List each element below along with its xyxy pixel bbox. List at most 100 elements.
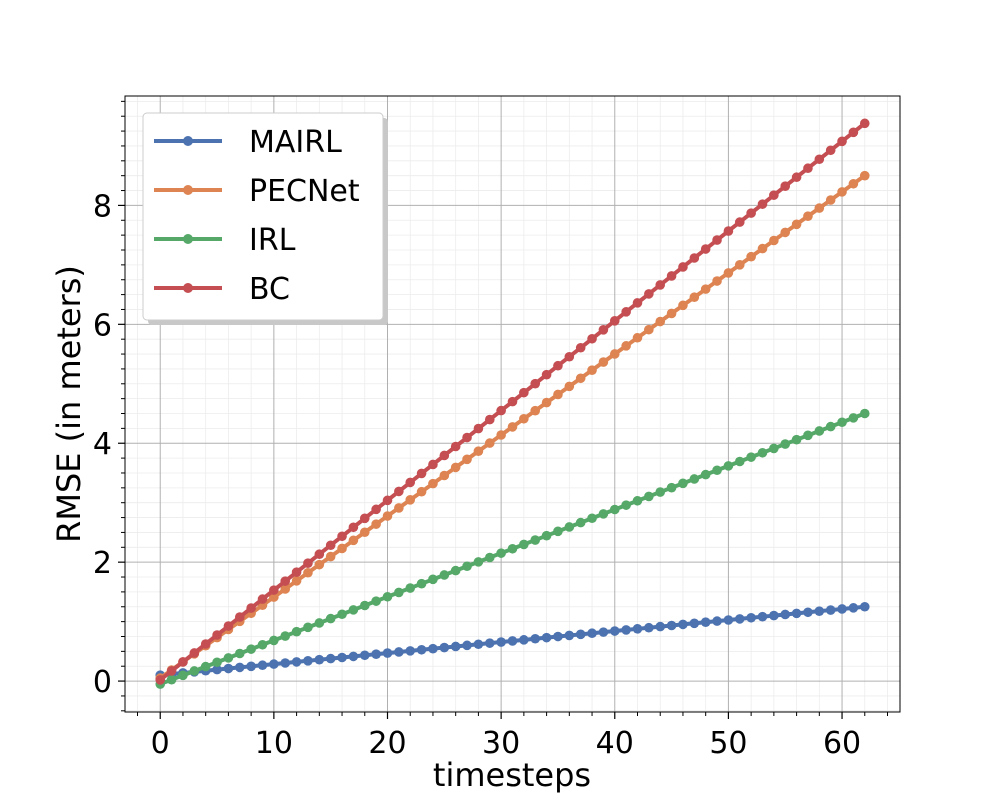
data-point	[303, 622, 313, 633]
data-point	[394, 587, 404, 598]
x-tick-label: 0	[151, 726, 170, 761]
data-point	[678, 619, 688, 630]
data-point	[644, 324, 654, 335]
data-point	[507, 543, 518, 554]
data-point	[553, 360, 563, 371]
x-axis: 0 10 20 30 40 50 60	[137, 712, 888, 761]
data-point	[269, 635, 279, 646]
data-point	[325, 613, 336, 624]
data-point	[484, 638, 495, 648]
data-point	[223, 653, 234, 663]
data-point	[519, 387, 529, 398]
data-point	[484, 438, 495, 448]
data-point	[791, 434, 802, 445]
data-point	[394, 486, 404, 497]
data-point	[757, 447, 768, 458]
series-layer	[155, 118, 870, 689]
data-point	[666, 482, 677, 493]
data-point	[166, 666, 177, 676]
legend-label: MAIRL	[249, 125, 342, 160]
data-point	[837, 187, 847, 197]
data-point	[825, 195, 836, 205]
data-point	[507, 422, 518, 432]
data-point	[575, 517, 586, 528]
data-point	[473, 446, 484, 457]
data-point	[371, 649, 381, 659]
data-point	[269, 592, 279, 602]
data-point	[462, 640, 472, 651]
data-point	[541, 632, 552, 643]
data-point	[564, 522, 575, 532]
data-point	[212, 657, 222, 668]
data-point	[325, 551, 336, 562]
data-point	[791, 219, 802, 230]
data-point	[587, 513, 597, 524]
data-point	[223, 663, 234, 674]
data-point	[848, 603, 859, 613]
y-tick-label: 2	[93, 546, 112, 581]
data-point	[405, 495, 416, 505]
data-point	[553, 631, 563, 642]
data-point	[484, 552, 495, 563]
data-point	[734, 260, 745, 270]
data-point	[439, 570, 450, 580]
plot-frame	[124, 95, 901, 713]
data-point	[769, 235, 779, 246]
data-point	[598, 509, 609, 519]
data-point	[541, 530, 552, 541]
data-point	[734, 614, 745, 624]
legend-box	[142, 112, 384, 321]
data-point	[780, 609, 791, 620]
data-point	[234, 612, 245, 622]
data-point	[337, 543, 347, 554]
data-point	[314, 559, 325, 570]
data-point	[303, 558, 313, 568]
data-point	[496, 548, 506, 558]
data-point	[598, 627, 609, 637]
legend-marker	[183, 136, 193, 146]
data-point	[189, 648, 200, 658]
data-point	[700, 244, 711, 254]
y-tick-label: 6	[93, 308, 112, 343]
data-point	[382, 495, 393, 506]
data-point	[178, 657, 188, 667]
data-point	[803, 163, 813, 174]
data-point	[269, 659, 279, 669]
data-point	[689, 618, 700, 629]
data-point	[530, 405, 541, 416]
data-point	[689, 474, 700, 484]
data-point	[814, 606, 825, 616]
data-point	[712, 235, 722, 245]
data-point	[428, 459, 438, 470]
data-point	[780, 439, 791, 449]
data-point	[348, 535, 359, 546]
data-point	[519, 413, 529, 424]
data-point	[416, 644, 427, 655]
data-point	[689, 253, 700, 263]
data-point	[280, 658, 291, 668]
data-point	[496, 637, 506, 647]
data-point	[371, 519, 381, 529]
data-point	[723, 268, 734, 278]
data-point	[757, 611, 768, 622]
data-point	[700, 469, 711, 480]
data-point	[632, 495, 643, 506]
data-point	[530, 535, 541, 545]
data-point	[439, 450, 450, 461]
data-point	[359, 513, 370, 524]
data-point	[655, 316, 666, 327]
data-point	[803, 607, 813, 618]
legend-item-mairl: MAIRL	[154, 125, 342, 160]
data-point	[200, 661, 211, 672]
data-point	[382, 591, 393, 602]
data-point	[519, 539, 529, 550]
data-point	[200, 639, 211, 649]
data-point	[382, 511, 393, 521]
x-tick-label: 60	[823, 726, 861, 761]
data-point	[814, 203, 825, 213]
data-point	[280, 631, 291, 641]
y-tick-label: 4	[93, 427, 112, 462]
data-point	[678, 300, 688, 311]
data-point	[212, 664, 222, 675]
